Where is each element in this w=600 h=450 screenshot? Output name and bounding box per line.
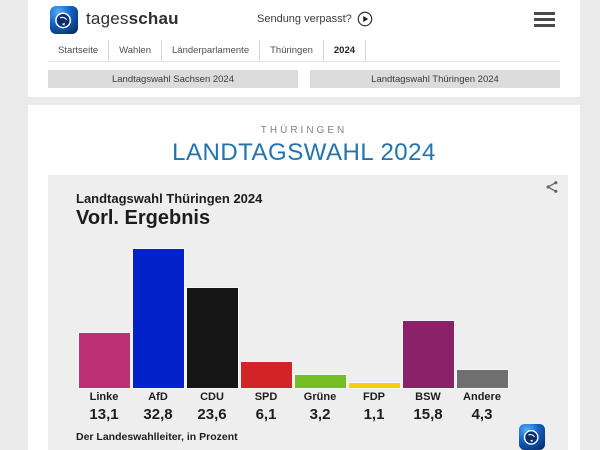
bar-zone <box>185 240 239 388</box>
nav-button[interactable]: Landtagswahl Thüringen 2024 <box>310 70 560 88</box>
menu-icon[interactable] <box>534 12 555 27</box>
chart-source: Der Landeswahlleiter, in Prozent <box>76 431 238 443</box>
bar-zone <box>347 240 401 388</box>
chart-category-label: FDP <box>363 391 385 403</box>
site-header: tagesschau Sendung verpasst? Startseite W… <box>28 0 580 97</box>
chart-value-label: 1,1 <box>363 406 385 423</box>
election-nav-buttons: Landtagswahl Sachsen 2024 Landtagswahl Th… <box>48 70 560 88</box>
chart-bar-andere <box>456 369 508 388</box>
bar-zone <box>293 240 347 388</box>
chart-category-label: SPD <box>254 391 278 403</box>
bar-zone <box>131 240 185 388</box>
chart-bar-linke <box>78 332 130 388</box>
chart-bar-spd <box>240 362 292 388</box>
breadcrumb: Startseite Wahlen Länderparlamente Thüringe… <box>48 40 560 62</box>
chart-column-andere: Andere 4,3 <box>455 240 509 422</box>
chart-bar-fdp <box>348 383 400 388</box>
chart-category-label: Grüne <box>303 391 337 403</box>
chart-column-linke: Linke 13,1 <box>77 240 131 422</box>
chart-bar-afd <box>132 249 184 388</box>
chart-category-label: Andere <box>463 391 501 403</box>
bar-zone <box>401 240 455 388</box>
sendung-verpasst-label: Sendung verpasst? <box>257 13 352 25</box>
breadcrumb-item-wahlen[interactable]: Wahlen <box>109 40 162 61</box>
chart-value-label: 32,8 <box>143 406 173 423</box>
breadcrumb-item-länderparlamente[interactable]: Länderparlamente <box>162 40 261 61</box>
chart-bar-cdu <box>186 288 238 388</box>
chart-column-afd: AfD 32,8 <box>131 240 185 422</box>
nav-button[interactable]: Landtagswahl Sachsen 2024 <box>48 70 298 88</box>
breadcrumb-item-startseite[interactable]: Startseite <box>48 40 110 61</box>
bar-chart: Linke 13,1 AfD 32,8 CDU 23,6 SPD 6,1 Grüne 3,2 FDP… <box>77 240 509 422</box>
chart-column-cdu: CDU 23,6 <box>185 240 239 422</box>
bar-zone <box>239 240 293 388</box>
tagesschau-watermark-icon <box>519 424 545 450</box>
chart-bar-bsw <box>402 321 454 388</box>
chart-value-label: 3,2 <box>309 406 331 423</box>
region-kicker: THÜRINGEN <box>260 125 348 136</box>
breadcrumb-item-thüringen[interactable]: Thüringen <box>260 40 324 61</box>
chart-value-label: 4,3 <box>471 406 493 423</box>
chart-category-label: BSW <box>415 391 441 403</box>
chart-value-label: 23,6 <box>197 406 227 423</box>
tagesschau-logo-icon[interactable] <box>50 6 78 34</box>
share-icon[interactable] <box>545 180 559 194</box>
chart-column-bsw: BSW 15,8 <box>401 240 455 422</box>
chart-bar-grüne <box>294 374 346 388</box>
page-title: LANDTAGSWAHL 2024 <box>172 139 436 166</box>
sendung-verpasst-link[interactable]: Sendung verpasst? <box>257 11 373 27</box>
chart-column-grüne: Grüne 3,2 <box>293 240 347 422</box>
chart-value-label: 13,1 <box>89 406 119 423</box>
chart-value-label: 6,1 <box>255 406 277 423</box>
chart-category-label: AfD <box>148 391 168 403</box>
chart-value-label: 15,8 <box>413 406 443 423</box>
brand-prefix: tages <box>86 9 129 28</box>
chart-column-fdp: FDP 1,1 <box>347 240 401 422</box>
bar-zone <box>455 240 509 388</box>
chart-title: Landtagswahl Thüringen 2024 <box>76 191 263 206</box>
chart-column-spd: SPD 6,1 <box>239 240 293 422</box>
brand-wordmark[interactable]: tagesschau <box>86 9 179 29</box>
brand-suffix: schau <box>128 9 179 28</box>
chart-category-label: Linke <box>89 391 119 403</box>
breadcrumb-item-2024: 2024 <box>324 40 367 61</box>
election-result-chart: Landtagswahl Thüringen 2024 Vorl. Ergebn… <box>48 175 568 450</box>
brand-row: tagesschau Sendung verpasst? <box>28 0 580 40</box>
main-content: THÜRINGEN LANDTAGSWAHL 2024 Landtagswahl… <box>28 105 580 450</box>
bar-zone <box>77 240 131 388</box>
play-icon[interactable] <box>357 11 373 27</box>
chart-category-label: CDU <box>200 391 224 403</box>
chart-subtitle: Vorl. Ergebnis <box>76 207 211 229</box>
